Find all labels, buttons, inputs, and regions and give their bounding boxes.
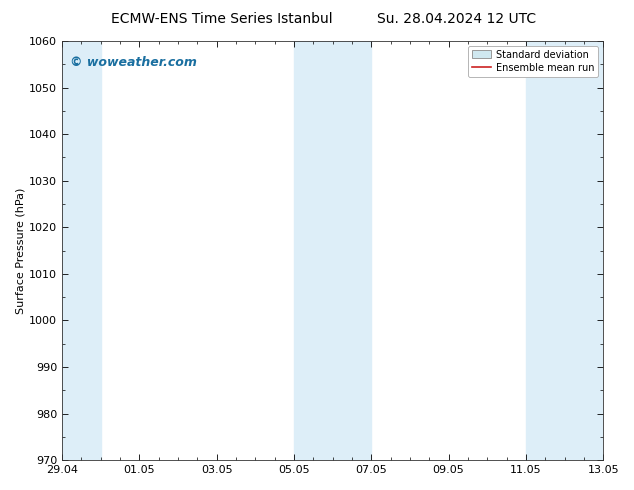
Legend: Standard deviation, Ensemble mean run: Standard deviation, Ensemble mean run [468, 46, 598, 76]
Bar [294, 41, 333, 460]
Text: Su. 28.04.2024 12 UTC: Su. 28.04.2024 12 UTC [377, 12, 536, 26]
Bar [62, 41, 101, 460]
Text: ECMW-ENS Time Series Istanbul: ECMW-ENS Time Series Istanbul [111, 12, 333, 26]
Bar [526, 41, 564, 460]
Bar [333, 41, 372, 460]
Y-axis label: Surface Pressure (hPa): Surface Pressure (hPa) [15, 187, 25, 314]
Bar [564, 41, 603, 460]
Text: © woweather.com: © woweather.com [70, 56, 197, 69]
